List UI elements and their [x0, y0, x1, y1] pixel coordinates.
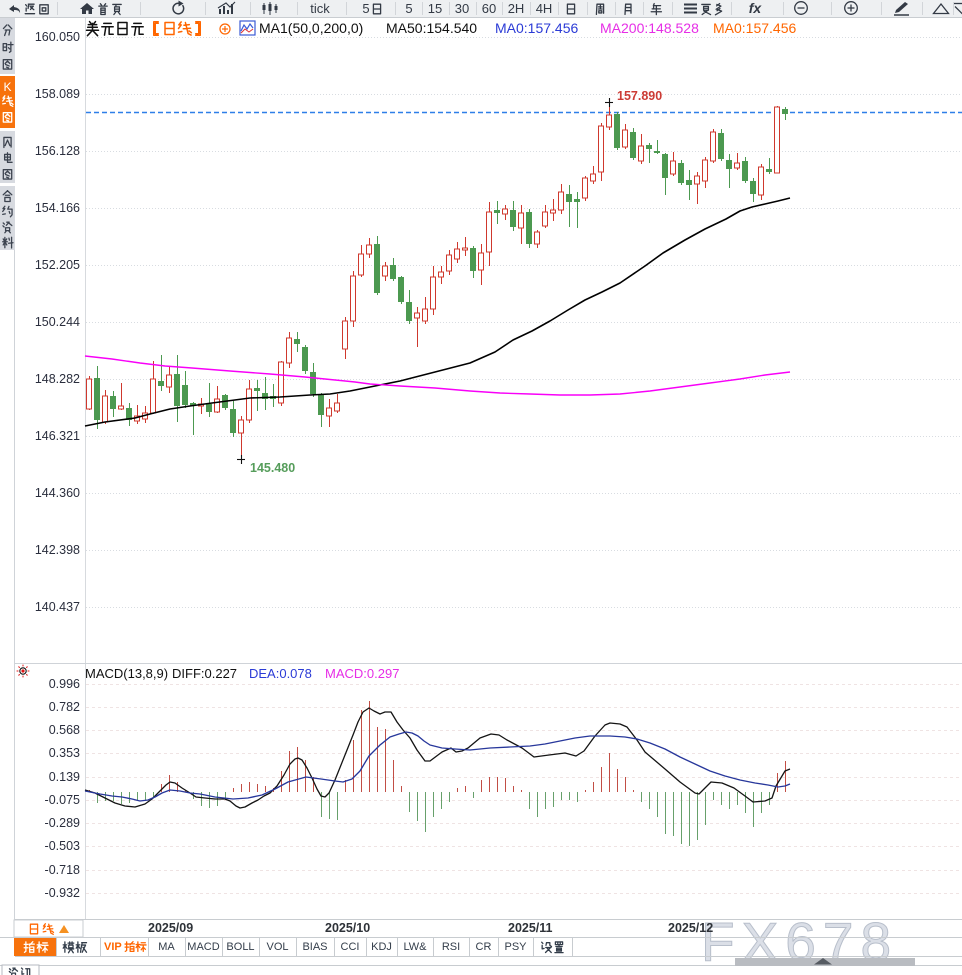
svg-text:CCI: CCI — [341, 941, 360, 953]
svg-text:MACD: MACD — [187, 941, 219, 953]
svg-text:157.890: 157.890 — [617, 89, 662, 103]
svg-text:DIFF:0.227: DIFF:0.227 — [172, 666, 237, 681]
svg-text:2025/11: 2025/11 — [508, 921, 553, 935]
svg-text:156.128: 156.128 — [35, 144, 80, 158]
svg-text:30: 30 — [455, 1, 469, 16]
svg-text:140.437: 140.437 — [35, 600, 80, 614]
svg-text:2025/10: 2025/10 — [325, 921, 370, 935]
svg-text:142.398: 142.398 — [35, 543, 80, 557]
svg-text:-0.718: -0.718 — [45, 863, 80, 877]
svg-text:RSI: RSI — [442, 941, 460, 953]
svg-text:160.050: 160.050 — [35, 30, 80, 44]
svg-text:-0.289: -0.289 — [45, 816, 80, 830]
svg-text:fx: fx — [749, 0, 763, 16]
svg-text:148.282: 148.282 — [35, 372, 80, 386]
svg-text:4H: 4H — [536, 1, 553, 16]
svg-text:-0.503: -0.503 — [45, 839, 80, 853]
svg-text:5: 5 — [405, 1, 412, 16]
svg-text:60: 60 — [482, 1, 496, 16]
svg-text:145.480: 145.480 — [250, 461, 295, 475]
svg-text:2H: 2H — [508, 1, 525, 16]
svg-text:0.139: 0.139 — [49, 770, 80, 784]
svg-text:154.166: 154.166 — [35, 201, 80, 215]
svg-text:LW&: LW& — [403, 941, 427, 953]
svg-text:2025/09: 2025/09 — [148, 921, 193, 935]
svg-text:KDJ: KDJ — [371, 941, 392, 953]
svg-text:0.353: 0.353 — [49, 746, 80, 760]
svg-text:-0.075: -0.075 — [45, 793, 80, 807]
svg-text:146.321: 146.321 — [35, 429, 80, 443]
svg-text:MA200:148.528: MA200:148.528 — [600, 20, 699, 36]
svg-text:144.360: 144.360 — [35, 486, 80, 500]
svg-text:MACD(13,8,9): MACD(13,8,9) — [85, 666, 168, 681]
svg-text:tick: tick — [310, 1, 330, 16]
svg-text:MA1(50,0,200,0): MA1(50,0,200,0) — [259, 20, 363, 36]
svg-text:158.089: 158.089 — [35, 87, 80, 101]
svg-text:DEA:0.078: DEA:0.078 — [249, 666, 312, 681]
svg-text:VIP: VIP — [104, 941, 122, 953]
svg-text:152.205: 152.205 — [35, 258, 80, 272]
svg-text:MACD:0.297: MACD:0.297 — [325, 666, 399, 681]
svg-text:K: K — [3, 80, 11, 94]
svg-text:VOL: VOL — [266, 941, 288, 953]
svg-text:15: 15 — [428, 1, 442, 16]
svg-text:0.568: 0.568 — [49, 723, 80, 737]
svg-text:CR: CR — [476, 941, 492, 953]
svg-text:-0.932: -0.932 — [45, 886, 80, 900]
svg-text:BOLL: BOLL — [226, 941, 254, 953]
svg-text:MA0:157.456: MA0:157.456 — [495, 20, 578, 36]
svg-text:PSY: PSY — [504, 941, 527, 953]
svg-text:MA50:154.540: MA50:154.540 — [386, 20, 477, 36]
svg-text:BIAS: BIAS — [302, 941, 327, 953]
svg-text:MA: MA — [158, 941, 175, 953]
svg-text:0.996: 0.996 — [49, 677, 80, 691]
svg-text:5: 5 — [362, 1, 369, 16]
svg-text:0.782: 0.782 — [49, 700, 80, 714]
svg-text:150.244: 150.244 — [35, 315, 80, 329]
svg-text:2025/12: 2025/12 — [668, 921, 713, 935]
svg-text:MA0:157.456: MA0:157.456 — [713, 20, 796, 36]
